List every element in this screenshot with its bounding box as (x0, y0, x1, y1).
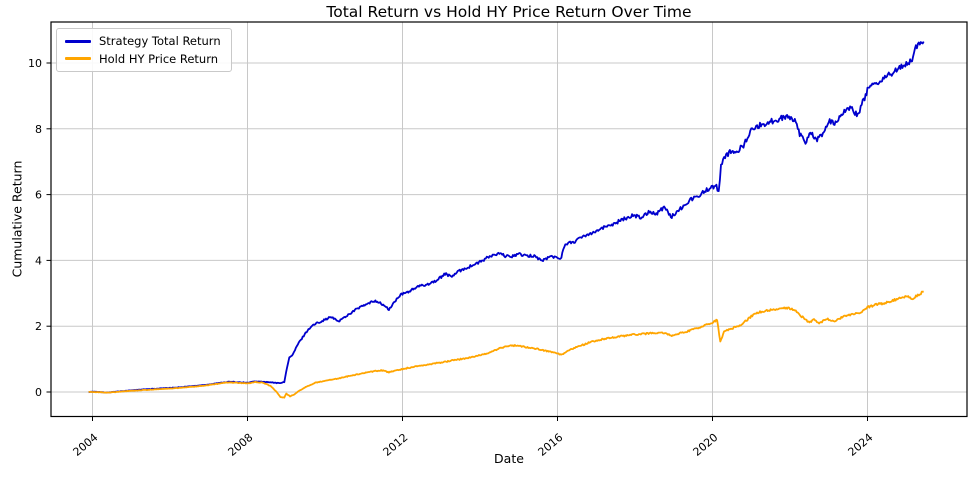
y-tick-label: 10 (28, 57, 42, 70)
legend-item-hold-hy: Hold HY Price Return (65, 51, 221, 66)
plot-frame (50, 21, 968, 418)
y-tick-label: 8 (35, 123, 42, 136)
y-tick-label: 0 (35, 386, 42, 399)
legend-line-sample-hold-hy (65, 57, 91, 61)
legend-label-hold-hy: Hold HY Price Return (99, 51, 219, 66)
legend-line-sample-strategy (65, 39, 91, 43)
chart-title: Total Return vs Hold HY Price Return Ove… (326, 3, 692, 21)
legend-label-strategy: Strategy Total Return (99, 34, 221, 48)
legend-item-strategy: Strategy Total Return (65, 35, 221, 48)
series-line-strategy (88, 41, 925, 394)
y-tick-label: 2 (35, 320, 42, 333)
y-tick-label: 6 (35, 189, 42, 202)
x-axis-label: Date (494, 451, 524, 466)
series-line-hold-hy (88, 290, 924, 399)
y-tick-label: 4 (35, 254, 42, 267)
legend: Strategy Total Return Hold HY Price Retu… (56, 28, 232, 73)
